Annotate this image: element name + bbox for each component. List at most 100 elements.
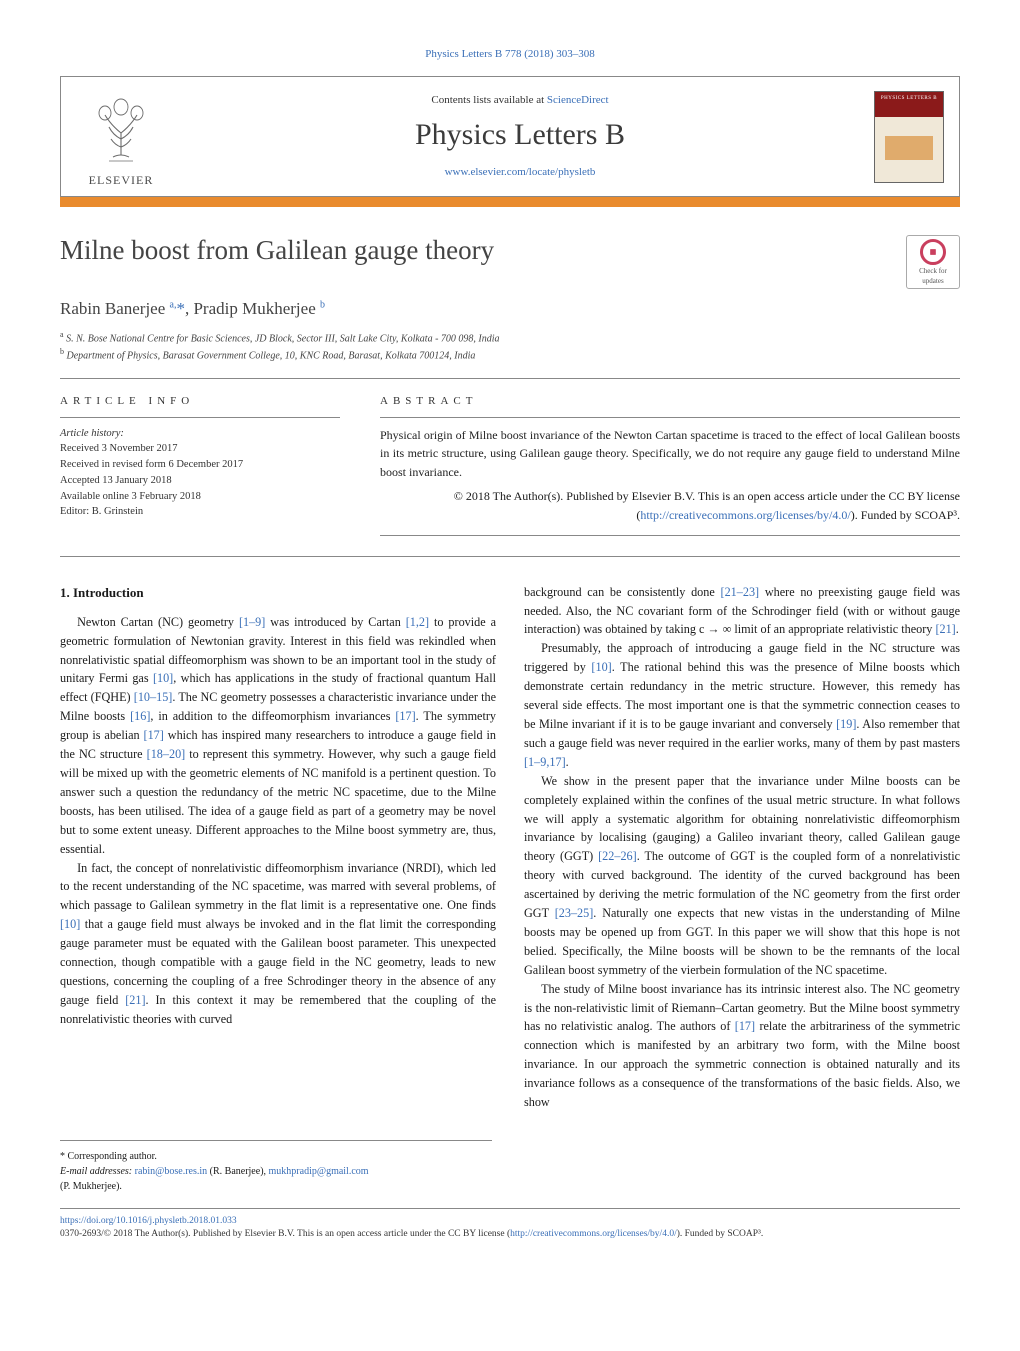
affil-text: S. N. Bose National Centre for Basic Sci… bbox=[66, 333, 499, 344]
citation-link[interactable]: [10] bbox=[153, 671, 173, 685]
abstract-label: ABSTRACT bbox=[380, 395, 960, 407]
citation-link[interactable]: [21–23] bbox=[721, 585, 760, 599]
article-info-body: Article history: Received 3 November 201… bbox=[60, 426, 340, 521]
citation-link[interactable]: [17] bbox=[395, 709, 415, 723]
body-paragraph: The study of Milne boost invariance has … bbox=[524, 980, 960, 1112]
info-abstract-row: ARTICLE INFO Article history: Received 3… bbox=[60, 395, 960, 536]
journal-header: ELSEVIER Contents lists available at Sci… bbox=[60, 76, 960, 197]
author-list: Rabin Banerjee a,*, Pradip Mukherjee b bbox=[60, 299, 960, 319]
email-link[interactable]: rabin@bose.res.in bbox=[135, 1166, 208, 1177]
cover-block: PHYSICS LETTERS B bbox=[859, 77, 959, 196]
citation-link[interactable]: [17] bbox=[144, 728, 164, 742]
body-columns: 1. Introduction Newton Cartan (NC) geome… bbox=[60, 583, 960, 1112]
updates-line1: Check for bbox=[919, 267, 947, 275]
cover-label: PHYSICS LETTERS B bbox=[879, 96, 939, 101]
citation-link[interactable]: [1,2] bbox=[406, 615, 429, 629]
citation-link[interactable]: [17] bbox=[735, 1019, 755, 1033]
abstract-col: ABSTRACT Physical origin of Milne boost … bbox=[380, 395, 960, 536]
copyright-post: ). Funded by SCOAP³. bbox=[677, 1229, 764, 1239]
text-run: Newton Cartan (NC) geometry bbox=[77, 615, 239, 629]
corresponding-note: * Corresponding author. bbox=[60, 1149, 492, 1164]
history-line: Received in revised form 6 December 2017 bbox=[60, 459, 243, 470]
citation-link[interactable]: [21] bbox=[935, 622, 955, 636]
orange-divider-bar bbox=[60, 197, 960, 207]
journal-homepage: www.elsevier.com/locate/physletb bbox=[189, 166, 851, 178]
citation-link[interactable]: [19] bbox=[836, 717, 856, 731]
body-paragraph: We show in the present paper that the in… bbox=[524, 772, 960, 980]
divider bbox=[380, 417, 960, 418]
affiliation-a: a S. N. Bose National Centre for Basic S… bbox=[60, 329, 960, 346]
citation-link[interactable]: [10–15] bbox=[134, 690, 173, 704]
email-who: (R. Banerjee), bbox=[207, 1166, 268, 1177]
section-heading: 1. Introduction bbox=[60, 583, 496, 603]
email-link[interactable]: mukhpradip@gmail.com bbox=[269, 1166, 369, 1177]
updates-line2: updates bbox=[922, 277, 943, 285]
elsevier-tree-icon bbox=[85, 91, 157, 169]
history-line: Editor: B. Grinstein bbox=[60, 506, 143, 517]
contents-pre: Contents lists available at bbox=[431, 94, 546, 106]
article-info-col: ARTICLE INFO Article history: Received 3… bbox=[60, 395, 340, 536]
publisher-block: ELSEVIER bbox=[61, 77, 181, 196]
journal-name: Physics Letters B bbox=[189, 118, 851, 152]
footnotes: * Corresponding author. E-mail addresses… bbox=[60, 1140, 492, 1194]
affil-text: Department of Physics, Barasat Governmen… bbox=[67, 351, 476, 362]
history-line: Accepted 13 January 2018 bbox=[60, 475, 172, 486]
body-paragraph: background can be consistently done [21–… bbox=[524, 583, 960, 640]
text-run: . bbox=[566, 755, 569, 769]
affil-sup: b bbox=[60, 347, 64, 356]
history-line: Available online 3 February 2018 bbox=[60, 491, 201, 502]
text-run: . bbox=[956, 622, 959, 636]
header-center: Contents lists available at ScienceDirec… bbox=[181, 77, 859, 196]
abstract-license: © 2018 The Author(s). Published by Elsev… bbox=[380, 487, 960, 524]
publisher-name: ELSEVIER bbox=[89, 173, 154, 188]
sciencedirect-link[interactable]: ScienceDirect bbox=[547, 94, 609, 106]
affiliation-b: b Department of Physics, Barasat Governm… bbox=[60, 346, 960, 363]
history-heading: Article history: bbox=[60, 428, 124, 439]
email-who: (P. Mukherjee). bbox=[60, 1181, 122, 1192]
citation-link[interactable]: [1–9,17] bbox=[524, 755, 566, 769]
citation-link[interactable]: [1–9] bbox=[239, 615, 265, 629]
divider bbox=[380, 535, 960, 536]
license-link[interactable]: http://creativecommons.org/licenses/by/4… bbox=[510, 1229, 677, 1239]
text-run: was introduced by Cartan bbox=[265, 615, 405, 629]
citation-link[interactable]: [22–26] bbox=[598, 849, 637, 863]
body-paragraph: Newton Cartan (NC) geometry [1–9] was in… bbox=[60, 613, 496, 859]
citation-link[interactable]: [23–25] bbox=[555, 906, 594, 920]
page-root: Physics Letters B 778 (2018) 303–308 ELS… bbox=[0, 0, 1020, 1282]
top-citation: Physics Letters B 778 (2018) 303–308 bbox=[60, 48, 960, 60]
doi-link[interactable]: https://doi.org/10.1016/j.physletb.2018.… bbox=[60, 1216, 237, 1226]
citation-link[interactable]: [18–20] bbox=[147, 747, 186, 761]
divider bbox=[60, 417, 340, 418]
divider bbox=[60, 556, 960, 557]
bottom-bar: https://doi.org/10.1016/j.physletb.2018.… bbox=[60, 1208, 960, 1242]
text-run: background can be consistently done bbox=[524, 585, 721, 599]
citation-link[interactable]: [16] bbox=[130, 709, 150, 723]
text-run: , in addition to the diffeomorphism inva… bbox=[150, 709, 395, 723]
paper-title: Milne boost from Galilean gauge theory bbox=[60, 235, 494, 266]
citation-link[interactable]: [21] bbox=[125, 993, 145, 1007]
journal-homepage-link[interactable]: www.elsevier.com/locate/physletb bbox=[445, 166, 596, 178]
crossmark-icon bbox=[920, 239, 946, 265]
affil-sup: a bbox=[60, 330, 64, 339]
top-citation-link[interactable]: Physics Letters B 778 (2018) 303–308 bbox=[425, 48, 595, 60]
email-label: E-mail addresses: bbox=[60, 1166, 132, 1177]
abstract-body: Physical origin of Milne boost invarianc… bbox=[380, 426, 960, 482]
check-updates-badge[interactable]: Check for updates bbox=[906, 235, 960, 289]
history-line: Received 3 November 2017 bbox=[60, 443, 178, 454]
text-run: In fact, the concept of nonrelativistic … bbox=[60, 861, 496, 913]
email-line: E-mail addresses: rabin@bose.res.in (R. … bbox=[60, 1164, 492, 1194]
citation-link[interactable]: [10] bbox=[60, 917, 80, 931]
left-column: 1. Introduction Newton Cartan (NC) geome… bbox=[60, 583, 496, 1112]
divider bbox=[60, 378, 960, 379]
copyright-pre: 0370-2693/© 2018 The Author(s). Publishe… bbox=[60, 1229, 510, 1239]
journal-cover-icon: PHYSICS LETTERS B bbox=[874, 91, 944, 183]
right-column: background can be consistently done [21–… bbox=[524, 583, 960, 1112]
title-row: Milne boost from Galilean gauge theory C… bbox=[60, 235, 960, 289]
contents-line: Contents lists available at ScienceDirec… bbox=[189, 94, 851, 106]
citation-link[interactable]: [10] bbox=[591, 660, 611, 674]
body-paragraph: In fact, the concept of nonrelativistic … bbox=[60, 859, 496, 1029]
license-link[interactable]: http://creativecommons.org/licenses/by/4… bbox=[640, 508, 850, 522]
article-info-label: ARTICLE INFO bbox=[60, 395, 340, 407]
text-run: to represent this symmetry. However, why… bbox=[60, 747, 496, 856]
license-post: ). Funded by SCOAP³. bbox=[851, 508, 960, 522]
